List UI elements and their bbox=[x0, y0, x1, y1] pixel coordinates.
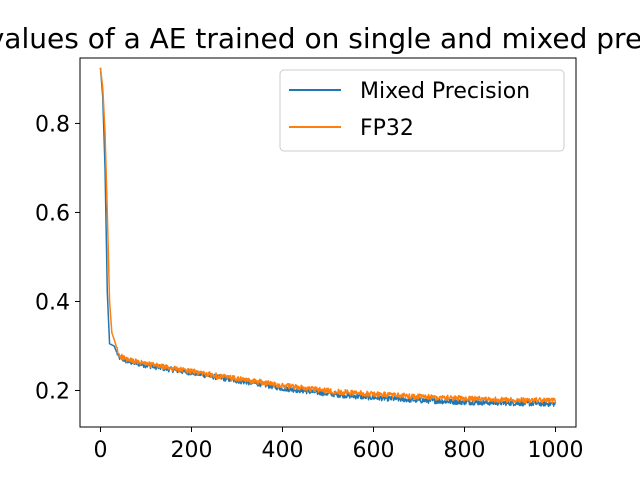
x-tick-label: 0 bbox=[93, 438, 107, 463]
x-tick-label: 200 bbox=[170, 438, 212, 463]
x-tick-label: 400 bbox=[261, 438, 303, 463]
y-tick-label: 0.6 bbox=[35, 201, 70, 226]
chart-title: Loss values of a AE trained on single an… bbox=[0, 22, 640, 55]
x-axis: 0 200 400 600 800 1000 bbox=[93, 427, 584, 463]
x-tick-label: 800 bbox=[444, 438, 486, 463]
x-tick-label: 1000 bbox=[528, 438, 584, 463]
series-line-fp32 bbox=[99, 67, 557, 404]
y-tick-label: 0.2 bbox=[35, 380, 70, 405]
y-axis: 0.2 0.4 0.6 0.8 bbox=[35, 112, 80, 405]
legend-box bbox=[279, 69, 565, 152]
series-layer bbox=[99, 67, 557, 407]
legend-label-fp32: FP32 bbox=[360, 116, 414, 141]
x-tick-label: 600 bbox=[353, 438, 395, 463]
plot-area bbox=[79, 57, 577, 428]
y-tick-label: 0.8 bbox=[35, 112, 70, 137]
y-tick-label: 0.4 bbox=[35, 290, 70, 315]
legend-label-mixed-precision: Mixed Precision bbox=[360, 79, 530, 104]
legend: Mixed Precision FP32 bbox=[279, 69, 565, 152]
plot-frame bbox=[79, 57, 577, 428]
